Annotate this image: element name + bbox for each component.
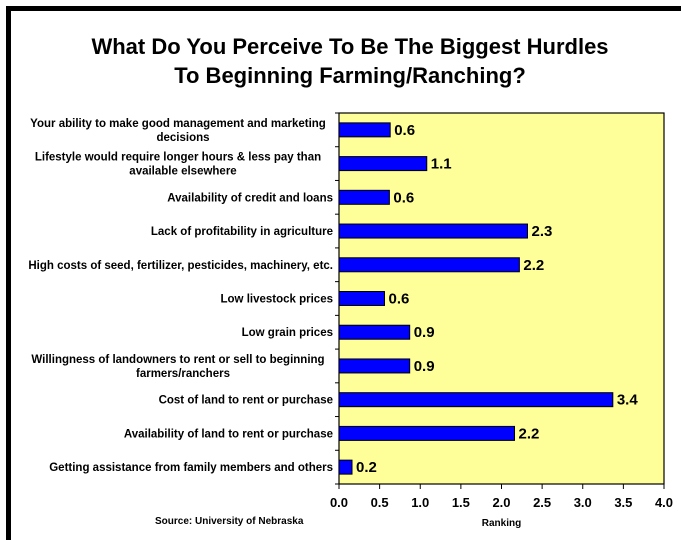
x-tick-label: 0.5 <box>371 495 389 510</box>
category-label: Availability of land to rent or purchase <box>124 428 333 440</box>
bar <box>338 459 353 475</box>
category-label: Low livestock prices <box>221 294 334 306</box>
data-label: 3.4 <box>617 392 639 409</box>
chart-title-line-1: What Do You Perceive To Be The Biggest H… <box>91 34 609 59</box>
data-label: 2.2 <box>523 257 544 274</box>
plot-area <box>338 112 665 485</box>
x-tick-label: 3.5 <box>614 495 632 510</box>
bar <box>338 156 428 172</box>
x-tick-label: 4.0 <box>655 495 673 510</box>
category-label: Cost of land to rent or purchase <box>159 395 333 407</box>
x-axis-title: Ranking <box>482 518 521 529</box>
data-label: 1.1 <box>431 156 452 173</box>
x-tick-label: 1.5 <box>452 495 470 510</box>
x-tick-label: 3.0 <box>574 495 592 510</box>
data-label: 0.6 <box>393 189 414 206</box>
x-tick-label: 2.0 <box>492 495 510 510</box>
category-label: farmers/ranchers <box>136 368 230 380</box>
bar <box>338 189 390 205</box>
category-label: Availability of credit and loans <box>167 192 333 204</box>
category-label: Lifestyle would require longer hours & l… <box>35 152 321 164</box>
x-tick-label: 0.0 <box>330 495 348 510</box>
frame-top-border <box>6 6 681 11</box>
bar <box>338 358 411 374</box>
x-tick-label: 2.5 <box>533 495 551 510</box>
data-label: 2.3 <box>532 223 553 240</box>
bar <box>338 223 528 239</box>
category-label: High costs of seed, fertilizer, pesticid… <box>28 260 333 272</box>
bar <box>338 425 515 441</box>
category-label: Low grain prices <box>242 327 333 339</box>
x-tick-label: 1.0 <box>411 495 429 510</box>
data-label: 0.6 <box>389 291 410 308</box>
source-note: Source: University of Nebraska <box>155 516 304 527</box>
category-label: available elsewhere <box>129 166 236 178</box>
bar <box>338 324 411 340</box>
bar <box>338 257 520 273</box>
data-label: 0.2 <box>356 459 377 476</box>
bar <box>338 392 614 408</box>
category-label: Willingness of landowners to rent or sel… <box>31 354 324 366</box>
frame-left-border <box>6 6 11 540</box>
data-label: 2.2 <box>519 425 540 442</box>
bar <box>338 122 391 138</box>
category-label: Lack of profitability in agriculture <box>151 226 333 238</box>
data-label: 0.9 <box>414 324 435 341</box>
category-label: Getting assistance from family members a… <box>49 462 333 474</box>
data-label: 0.6 <box>394 122 415 139</box>
data-label: 0.9 <box>414 358 435 375</box>
category-label: decisions <box>156 132 209 144</box>
bar <box>338 291 385 306</box>
category-label: Your ability to make good management and… <box>30 118 326 130</box>
chart-title: What Do You Perceive To Be The Biggest H… <box>20 32 680 90</box>
chart-title-line-2: To Beginning Farming/Ranching? <box>174 63 526 88</box>
